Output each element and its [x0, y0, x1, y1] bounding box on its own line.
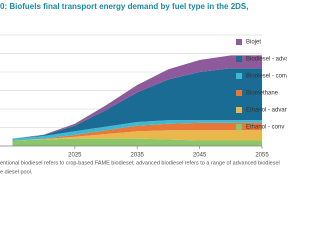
chart: 0: Biofuels final transport energy deman…	[0, 2, 287, 175]
legend-swatch	[236, 73, 242, 79]
x-tick-label: 2025	[68, 153, 82, 159]
legend-swatch	[236, 124, 242, 130]
legend-swatch	[236, 39, 242, 45]
legend-label: Biodiesel - adva	[246, 57, 287, 63]
legend-label: Biojet	[246, 40, 261, 46]
area	[12, 130, 262, 141]
legend-swatch	[236, 90, 242, 96]
area	[12, 68, 262, 139]
legend-swatch	[236, 56, 242, 62]
area	[12, 55, 262, 139]
area	[12, 120, 262, 141]
x-tick-label: 2045	[193, 153, 207, 159]
legend-label: Ethanol - advar	[246, 108, 287, 114]
x-tick-label: 2035	[131, 153, 145, 159]
footnote: e diesel pool.	[0, 169, 33, 175]
legend-swatch	[236, 107, 242, 113]
area	[12, 122, 262, 141]
x-tick-label: 2055	[255, 153, 269, 159]
chart-title: 0: Biofuels final transport energy deman…	[0, 2, 249, 11]
legend-label: Biodiesel - conv	[246, 74, 287, 80]
footnote: entional biodiesel refers to crop-based …	[0, 160, 280, 166]
legend-label: Ethanol - conv	[246, 125, 284, 131]
legend-label: Biomethane	[246, 91, 279, 97]
area	[12, 138, 262, 146]
